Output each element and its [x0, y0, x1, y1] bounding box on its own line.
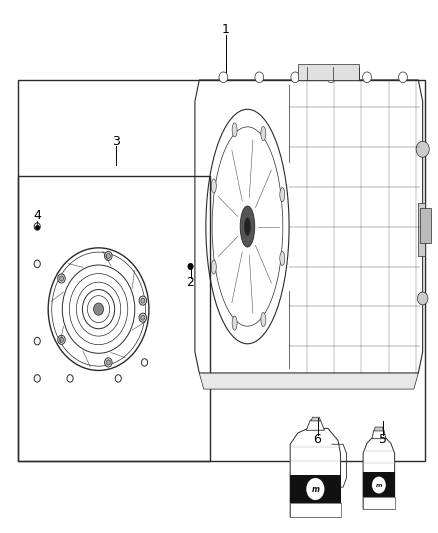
Text: 6: 6	[314, 433, 321, 446]
Circle shape	[416, 141, 429, 157]
Ellipse shape	[261, 312, 266, 327]
Ellipse shape	[211, 260, 216, 274]
Polygon shape	[311, 417, 320, 421]
Polygon shape	[290, 503, 340, 517]
Circle shape	[58, 274, 65, 283]
Polygon shape	[363, 438, 395, 509]
Circle shape	[399, 72, 407, 83]
Circle shape	[363, 72, 371, 83]
Circle shape	[34, 337, 40, 345]
Circle shape	[327, 72, 336, 83]
Circle shape	[115, 375, 121, 382]
Polygon shape	[290, 429, 340, 517]
Text: m: m	[311, 484, 319, 494]
Polygon shape	[199, 373, 418, 389]
Ellipse shape	[232, 316, 237, 330]
Bar	[18, 176, 210, 461]
Text: m: m	[376, 482, 382, 488]
Polygon shape	[290, 475, 340, 503]
Polygon shape	[374, 427, 383, 431]
Circle shape	[255, 72, 264, 83]
Circle shape	[139, 296, 147, 305]
Circle shape	[106, 254, 110, 259]
Circle shape	[141, 315, 145, 320]
Ellipse shape	[261, 126, 266, 141]
Bar	[418, 203, 425, 256]
Circle shape	[106, 360, 110, 365]
Circle shape	[141, 298, 145, 303]
Ellipse shape	[280, 188, 285, 201]
Bar	[18, 80, 425, 461]
Text: 2: 2	[187, 276, 194, 289]
Circle shape	[139, 313, 147, 322]
Circle shape	[93, 303, 103, 316]
Circle shape	[219, 72, 228, 83]
Circle shape	[34, 375, 40, 382]
Bar	[420, 208, 431, 243]
Ellipse shape	[280, 252, 285, 265]
Circle shape	[188, 263, 193, 270]
Polygon shape	[372, 430, 386, 439]
Ellipse shape	[240, 206, 255, 247]
Polygon shape	[363, 472, 395, 497]
Circle shape	[34, 260, 40, 268]
Circle shape	[105, 251, 112, 261]
Circle shape	[67, 375, 73, 382]
Circle shape	[141, 359, 148, 366]
Ellipse shape	[232, 123, 237, 137]
Circle shape	[105, 358, 112, 367]
Circle shape	[291, 72, 300, 83]
Ellipse shape	[211, 179, 216, 193]
Circle shape	[60, 276, 64, 281]
Circle shape	[372, 477, 386, 494]
Circle shape	[58, 335, 65, 344]
Polygon shape	[363, 497, 395, 509]
Polygon shape	[306, 420, 325, 430]
Ellipse shape	[244, 217, 251, 236]
Text: 1: 1	[222, 23, 230, 36]
Circle shape	[34, 223, 40, 230]
Text: 3: 3	[112, 135, 120, 148]
Text: 4: 4	[33, 209, 41, 222]
Polygon shape	[298, 64, 359, 80]
Circle shape	[306, 478, 325, 500]
Circle shape	[60, 337, 64, 342]
Circle shape	[417, 292, 428, 305]
Text: 5: 5	[379, 433, 387, 446]
